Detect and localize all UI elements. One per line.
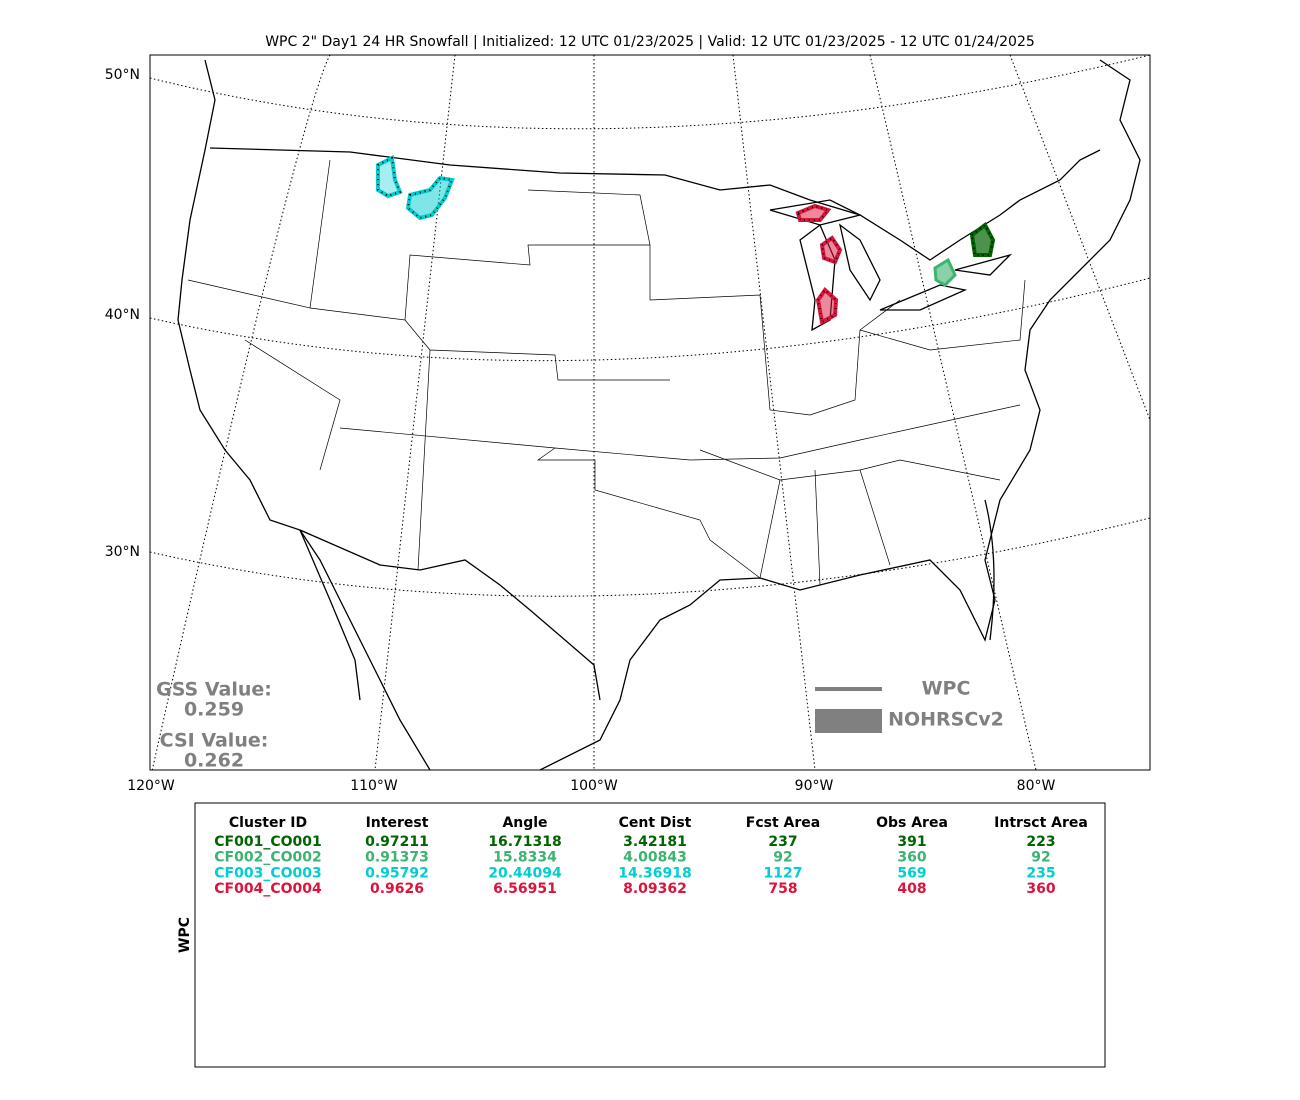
table-cell: 6.56951 [493,881,557,897]
table-cell: CF001_CO001 [214,834,321,850]
parallel [150,55,1150,130]
meridian [1009,55,1150,421]
clusters [376,154,996,326]
table-cell: 0.97211 [365,834,429,850]
table-header: Cent Dist [619,815,692,831]
table-header: Interest [366,815,429,831]
table-cell: 8.09362 [623,881,687,897]
legend-swatch [815,709,882,733]
table-header: Cluster ID [229,815,307,831]
table-cell: 235 [1026,865,1055,881]
lat-label: 50°N [105,67,140,83]
map [150,55,1150,770]
lat-label: 30°N [105,544,140,560]
meridian [869,55,1037,770]
lake [769,199,1013,332]
coastline [299,529,361,701]
table-cell: 237 [768,834,797,850]
table-cell: CF003_CO003 [214,865,321,881]
meridian [732,55,816,770]
border [299,529,601,701]
coastline [177,59,431,770]
csi-label: CSI Value: [160,730,269,752]
lon-label: 120°W [127,778,175,794]
lat-label: 40°N [105,307,140,323]
table-cell: 758 [768,881,797,897]
table-cell: 0.91373 [365,850,429,866]
parallel [150,277,1150,362]
border [209,147,1101,261]
table-cell: 14.36918 [618,865,692,881]
table-cell: CF002_CO002 [214,850,321,866]
table-cell: 15.8334 [493,850,557,866]
table-frame [194,802,1106,1068]
table-cell: 20.44094 [488,865,562,881]
table-cell: 16.71318 [488,834,562,850]
table-side-label: WPC [177,917,193,953]
table-header: Obs Area [876,815,948,831]
table-cell: 3.42181 [623,834,687,850]
table-cell: 92 [773,850,792,866]
table-cell: 1127 [764,865,803,881]
lon-label: 110°W [350,778,398,794]
gss-label: GSS Value: [156,679,272,701]
coastline [539,59,1141,770]
legend-label: WPC [922,678,971,700]
gss-value: 0.259 [184,699,244,721]
lon-label: 90°W [795,778,834,794]
state-line [187,159,1026,586]
table-cell: 0.9626 [370,881,424,897]
lon-label: 80°W [1017,778,1056,794]
csi-value: 0.262 [184,750,244,772]
coastline [984,499,995,641]
table-header: Angle [502,815,547,831]
table-cell: 360 [897,850,926,866]
meridian [151,55,331,770]
table-cell: 223 [1026,834,1055,850]
table-cell: 92 [1031,850,1050,866]
table-cell: 4.00843 [623,850,687,866]
table-header: Intrsct Area [994,815,1088,831]
table-cell: 391 [897,834,926,850]
table-cell: 360 [1026,881,1055,897]
legend-label: NOHRSCv2 [888,709,1004,731]
title: WPC 2" Day1 24 HR Snowfall | Initialized… [265,34,1035,50]
lon-label: 100°W [570,778,618,794]
table-cell: 0.95792 [365,865,429,881]
table-header: Fcst Area [746,815,820,831]
table-cell: 408 [897,881,926,897]
map-frame [149,54,1151,771]
table-cell: 569 [897,865,926,881]
table-cell: CF004_CO004 [214,881,322,897]
